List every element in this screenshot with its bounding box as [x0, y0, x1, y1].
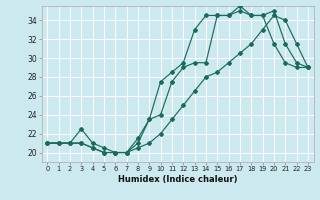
X-axis label: Humidex (Indice chaleur): Humidex (Indice chaleur): [118, 175, 237, 184]
